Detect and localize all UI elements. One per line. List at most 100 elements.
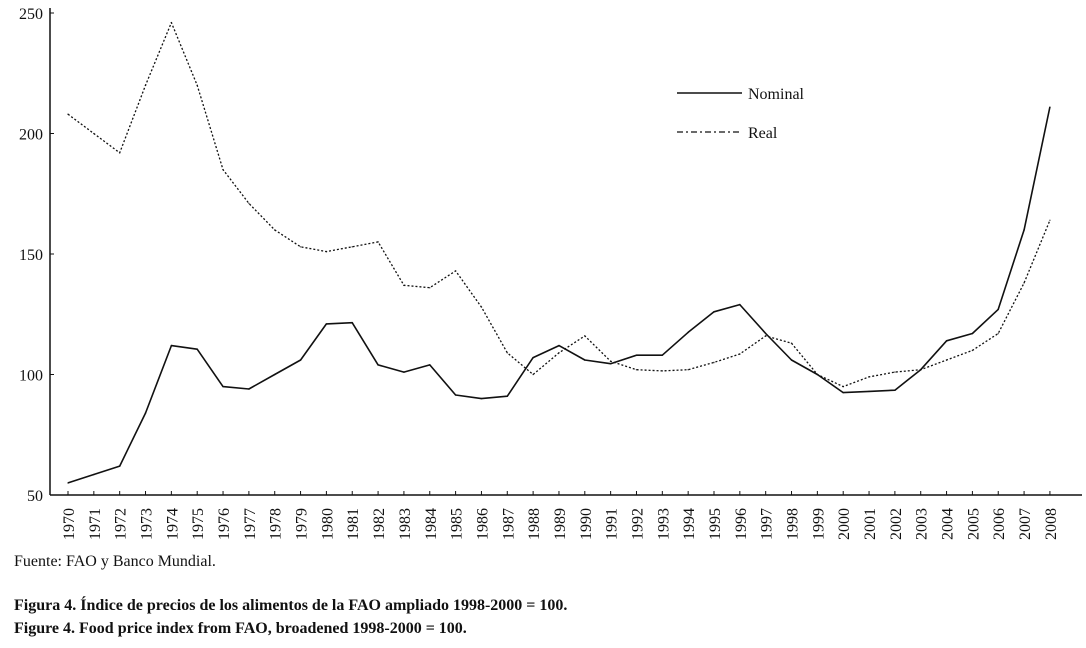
x-tick-label: 1980 <box>319 508 336 540</box>
x-tick-label: 1986 <box>474 508 491 540</box>
data-point-real <box>351 245 354 248</box>
data-point-real <box>532 373 534 376</box>
x-tick-label: 1990 <box>578 508 595 540</box>
x-tick-label: 1978 <box>268 508 285 540</box>
data-point-real <box>196 84 198 87</box>
data-point-nominal <box>532 356 534 359</box>
data-point-real <box>428 286 431 289</box>
data-point-real <box>67 113 69 116</box>
data-point-nominal <box>997 308 1000 311</box>
data-point-nominal <box>428 364 431 366</box>
x-tick-label: 1976 <box>216 508 233 540</box>
data-point-nominal <box>713 311 715 313</box>
data-point-nominal <box>894 389 896 391</box>
data-point-real <box>1049 219 1051 222</box>
data-point-real <box>816 373 819 376</box>
data-point-real <box>377 241 379 243</box>
x-tick-label: 1979 <box>294 508 311 540</box>
data-point-real <box>584 335 586 337</box>
y-tick-label: 100 <box>19 368 43 385</box>
data-point-nominal <box>764 332 767 335</box>
x-tick-label: 2003 <box>914 508 931 540</box>
y-tick-label: 200 <box>19 127 43 144</box>
data-point-nominal <box>945 339 948 342</box>
x-tick-label: 1984 <box>423 508 440 540</box>
data-point-real <box>635 368 638 371</box>
data-point-real <box>661 370 664 372</box>
figure-caption-english: Figure 4. Food price index from FAO, bro… <box>14 620 467 637</box>
y-tick-label: 50 <box>27 488 43 505</box>
data-point-nominal <box>170 344 173 347</box>
x-tick-label: 2006 <box>991 508 1008 540</box>
data-point-nominal <box>480 397 483 400</box>
data-point-real <box>894 371 896 373</box>
x-tick-label: 1983 <box>397 508 414 540</box>
data-point-real <box>997 332 1000 335</box>
y-tick-label: 250 <box>19 6 43 23</box>
figure-caption-spanish: Figura 4. Índice de precios de los alime… <box>14 597 568 614</box>
series-line-real <box>67 21 1051 388</box>
data-point-real <box>403 284 405 287</box>
data-point-nominal <box>558 344 560 347</box>
x-tick-label: 1994 <box>681 508 698 540</box>
x-tick-label: 2005 <box>965 508 982 540</box>
data-point-real <box>945 359 948 361</box>
data-point-nominal <box>144 412 147 414</box>
data-point-nominal <box>196 348 198 350</box>
data-point-nominal <box>248 388 250 390</box>
data-point-real <box>248 202 250 205</box>
data-point-real <box>144 84 147 87</box>
data-point-nominal <box>325 323 328 325</box>
chart-legend: Nominal Real <box>677 86 805 142</box>
x-tick-label: 1970 <box>61 508 78 540</box>
x-tick-label: 1971 <box>87 508 104 540</box>
data-point-real <box>713 361 715 364</box>
data-point-real <box>687 368 689 371</box>
data-point-real <box>325 250 328 253</box>
data-point-nominal <box>403 371 405 373</box>
x-tick-label: 1992 <box>629 508 646 540</box>
x-tick-label: 1977 <box>242 508 259 540</box>
data-point-real <box>842 385 844 388</box>
data-point-real <box>299 245 302 248</box>
x-tick-label: 2000 <box>836 508 853 540</box>
data-point-real <box>480 306 483 308</box>
x-tick-label: 1988 <box>526 508 543 540</box>
data-point-real <box>170 21 173 24</box>
data-point-nominal <box>1023 229 1025 231</box>
data-point-nominal <box>868 390 870 393</box>
data-point-real <box>118 151 121 154</box>
x-tick-label: 1974 <box>164 508 181 540</box>
data-point-nominal <box>1049 106 1051 108</box>
x-tick-label: 1989 <box>552 508 569 540</box>
y-tick-label: 150 <box>19 247 43 264</box>
data-point-nominal <box>842 391 844 394</box>
x-tick-label: 1981 <box>345 508 362 540</box>
x-tick-label: 1998 <box>785 508 802 540</box>
x-tick-label: 1975 <box>190 508 207 540</box>
x-tick-label: 2007 <box>1017 508 1034 540</box>
x-tick-label: 1982 <box>371 508 388 540</box>
data-point-real <box>971 349 974 352</box>
x-tick-label: 2008 <box>1043 508 1060 540</box>
data-point-nominal <box>351 321 354 324</box>
legend-label-nominal: Nominal <box>748 86 805 103</box>
data-point-nominal <box>584 359 586 361</box>
data-point-nominal <box>506 395 509 397</box>
data-point-nominal <box>377 364 379 366</box>
data-point-nominal <box>971 332 974 335</box>
x-tick-label: 1996 <box>733 508 750 540</box>
data-point-real <box>868 376 870 378</box>
data-point-real <box>919 368 922 371</box>
data-point-nominal <box>67 482 69 484</box>
chart-series <box>67 21 1051 484</box>
x-tick-label: 1973 <box>139 508 156 540</box>
x-tick-label: 1995 <box>707 508 724 540</box>
legend-label-real: Real <box>748 125 778 142</box>
x-tick-label: 1987 <box>500 508 517 540</box>
x-tick-label: 1993 <box>655 508 672 540</box>
data-point-real <box>609 360 612 363</box>
data-point-real <box>558 352 560 354</box>
data-point-nominal <box>273 373 276 376</box>
data-point-real <box>454 270 457 272</box>
